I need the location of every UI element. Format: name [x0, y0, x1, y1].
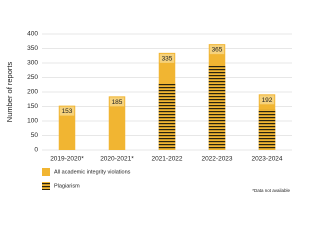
value-label: 192 [262, 97, 273, 104]
value-label: 153 [62, 108, 73, 115]
y-tick-label: 0 [34, 147, 38, 154]
bar [108, 96, 126, 150]
bar [258, 109, 276, 150]
value-label: 335 [162, 55, 173, 62]
legend-label: Plagiarism [54, 183, 80, 189]
value-label-box [259, 95, 275, 105]
x-tick-label: 2021-2022 [151, 156, 182, 163]
value-label-box [209, 45, 225, 55]
y-tick-label: 300 [27, 60, 38, 67]
y-tick-label: 250 [27, 74, 38, 81]
x-tick-label: 2020-2021* [100, 156, 134, 163]
x-tick-label: 2019-2020* [50, 156, 84, 163]
bar [58, 105, 76, 150]
y-tick-label: 150 [27, 103, 38, 110]
y-tick-label: 200 [27, 89, 38, 96]
legend-swatch [42, 168, 50, 176]
value-label-box [109, 97, 125, 107]
legend-label: All academic integrity violations [54, 169, 131, 175]
bar [208, 65, 226, 150]
value-label: 185 [112, 99, 123, 106]
y-axis-label: Number of reports [5, 62, 14, 123]
x-tick-label: 2022-2023 [201, 156, 232, 163]
y-tick-label: 400 [27, 31, 38, 38]
y-tick-label: 100 [27, 118, 38, 125]
value-label-box [59, 106, 75, 116]
y-tick-label: 350 [27, 45, 38, 52]
legend-swatch [42, 182, 50, 190]
x-tick-label: 2023-2024 [251, 156, 282, 163]
note: *Data not available [252, 188, 290, 193]
value-label-box [159, 53, 175, 63]
bar [158, 83, 176, 150]
chart: Number of reports *Data not available 0 5… [5, 31, 292, 193]
y-tick-label: 50 [31, 132, 39, 139]
value-label: 365 [212, 47, 223, 54]
